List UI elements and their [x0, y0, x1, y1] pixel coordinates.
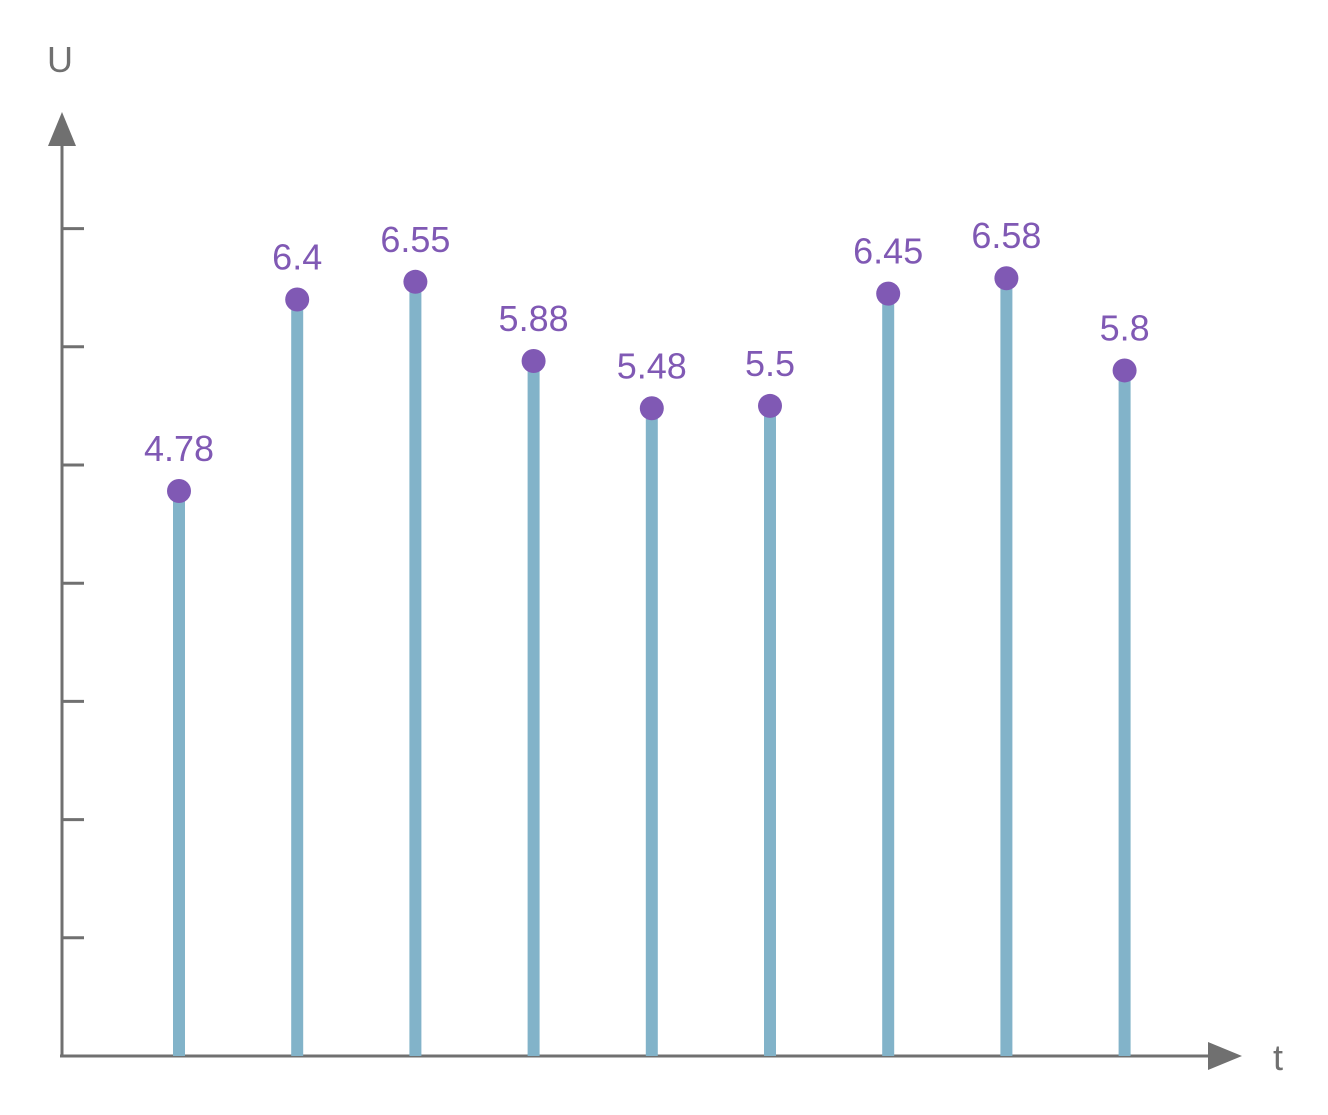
data-label-7: 6.45	[853, 231, 923, 272]
data-point-9[interactable]	[1112, 358, 1137, 383]
data-point-1[interactable]	[167, 479, 191, 504]
data-point-7[interactable]	[876, 281, 901, 306]
data-point-2[interactable]	[285, 287, 310, 312]
data-point-4[interactable]	[521, 348, 546, 373]
x-axis-arrow	[1208, 1042, 1242, 1070]
data-label-3: 6.55	[380, 219, 450, 260]
data-label-5: 5.48	[617, 345, 687, 386]
data-label-9: 5.8	[1100, 307, 1150, 348]
data-labels: 4.78 6.4 6.55 5.88 5.48 5.5 6.45 6.58 5.8	[144, 215, 1150, 469]
y-axis-arrow	[48, 112, 76, 146]
data-point-8[interactable]	[994, 266, 1019, 291]
data-label-4: 5.88	[499, 298, 569, 339]
data-point-3[interactable]	[403, 269, 428, 294]
data-points	[167, 266, 1137, 504]
y-axis-label: U	[47, 39, 73, 80]
data-point-6[interactable]	[758, 393, 782, 418]
x-axis-label: t	[1273, 1037, 1283, 1078]
data-label-1: 4.78	[144, 428, 214, 469]
data-label-8: 6.58	[971, 215, 1041, 256]
data-label-6: 5.5	[745, 343, 795, 384]
y-axis-ticks	[62, 227, 84, 940]
data-label-2: 6.4	[272, 237, 322, 278]
data-point-5[interactable]	[639, 396, 664, 421]
stems	[173, 278, 1131, 1056]
